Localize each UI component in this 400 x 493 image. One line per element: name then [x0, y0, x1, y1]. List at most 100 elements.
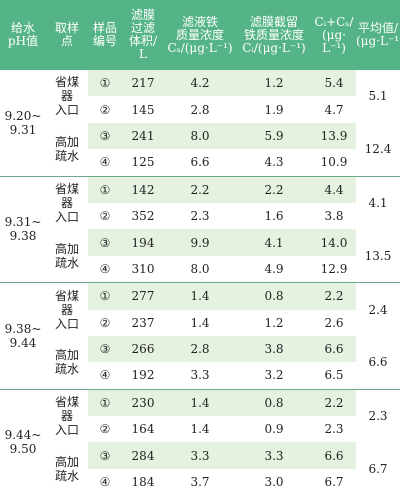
point-line: 入口	[54, 209, 79, 224]
ph-line: 9.20~	[4, 108, 42, 123]
header-line: 过滤	[130, 21, 155, 35]
value-cell: 3.0	[264, 475, 284, 490]
header-line: Cᵢ/(μg·L⁻¹)	[242, 40, 306, 55]
table-row: ② 237 1.4 1.2 2.6	[0, 310, 400, 336]
value-cell: 237	[131, 315, 155, 330]
header-line: 滤膜	[130, 8, 155, 22]
header-line: 样品	[92, 21, 117, 35]
value-cell: 6.6	[190, 155, 210, 170]
value-cell: ①	[88, 175, 122, 203]
header-cell: 滤膜截留 铁质量浓度 Cᵢ/(μg·L⁻¹)	[236, 0, 312, 70]
table-row: ② 145 2.8 1.9 4.7	[0, 96, 400, 122]
ph-line: 9.44~	[4, 428, 42, 443]
point-cell: 省煤器入口	[46, 282, 88, 336]
value-cell: 4.3	[264, 155, 284, 170]
header-line: 滤膜截留	[249, 14, 298, 29]
value-cell: 0.8	[236, 282, 312, 310]
point-line: 入口	[54, 103, 79, 118]
value-cell: ①	[88, 70, 122, 97]
value-cell: 3.8	[324, 209, 344, 224]
value-cell: 352	[131, 209, 155, 224]
value-cell: 2.6	[324, 315, 344, 330]
value-cell: 4.1	[236, 229, 312, 256]
point-line: 器	[60, 89, 73, 104]
value-cell: 194	[122, 229, 164, 256]
value-cell: ④	[99, 368, 111, 383]
table-row: ② 352 2.3 1.6 3.8	[0, 203, 400, 229]
point-line: 省煤	[54, 288, 79, 303]
ph-line: 9.38	[9, 229, 37, 244]
value-cell: 2.8	[190, 102, 210, 117]
value-cell: 4.4	[312, 175, 356, 203]
table-row: ④ 125 6.6 4.3 10.9	[0, 149, 400, 176]
header-line: 编号	[92, 34, 117, 48]
value-cell: 14.0	[312, 229, 356, 256]
value-cell: 230	[122, 388, 164, 417]
value-cell: ④	[99, 261, 111, 276]
header-cell: 样品 编号	[88, 0, 122, 70]
point-line: 省煤	[54, 395, 79, 410]
value-cell: 2.2	[312, 282, 356, 310]
point-line: 高加	[54, 135, 79, 150]
value-cell: 2.3	[324, 422, 344, 437]
value-cell: 1.2	[264, 315, 284, 330]
table-row: ④ 184 3.7 3.0 6.7	[0, 469, 400, 493]
value-cell: 4.7	[324, 102, 344, 117]
value-cell: ③	[88, 442, 122, 469]
value-cell: 5.9	[236, 122, 312, 150]
value-cell: 1.2	[236, 70, 312, 97]
table-row: ④ 310 8.0 4.9 12.9	[0, 256, 400, 283]
point-cell: 省煤器入口	[46, 70, 88, 123]
value-cell: 6.6	[312, 335, 356, 363]
table-body: 9.20~ 9.31 省煤器入口 ① 217 4.2 1.2 5.4 5.1 ② 145 2.8 1.9…	[0, 70, 400, 493]
value-cell: 3.8	[236, 335, 312, 363]
value-cell: ②	[99, 315, 111, 330]
value-cell: 13.9	[312, 122, 356, 150]
avg-cell: 4.1	[356, 175, 400, 230]
value-cell: 145	[131, 102, 155, 117]
point-cell: 高加 疏水	[46, 229, 88, 283]
header-cell: 滤液铁 质量浓度 Cₛ/(μg·L⁻¹)	[164, 0, 236, 70]
point-line: 疏水	[54, 255, 79, 270]
header-cell: 平均值/(μg·L⁻¹)	[356, 0, 400, 70]
ph-line: 9.50	[9, 442, 37, 457]
value-cell: 142	[122, 175, 164, 203]
value-cell: 2.8	[164, 335, 236, 363]
value-cell: 1.4	[190, 422, 210, 437]
value-cell: 2.2	[312, 388, 356, 417]
point-line: 省煤	[54, 181, 79, 196]
point-line: 入口	[54, 423, 79, 438]
avg-cell: 13.5	[356, 229, 400, 283]
value-cell: 241	[122, 122, 164, 150]
value-cell: ①	[88, 282, 122, 310]
value-cell: 217	[122, 70, 164, 97]
value-cell: 12.9	[320, 261, 348, 276]
value-cell: 6.7	[324, 475, 344, 490]
value-cell: 2.2	[164, 175, 236, 203]
ph-cell: 9.44~ 9.50	[0, 388, 46, 493]
value-cell: ①	[88, 388, 122, 417]
value-cell: 8.0	[164, 122, 236, 150]
ph-line: 9.31	[9, 122, 37, 137]
value-cell: ③	[88, 335, 122, 363]
header-line: Cᵢ+Cₛ/	[314, 14, 354, 29]
header-line: L⁻¹)	[322, 40, 346, 55]
header-row: 给水 pH值 取样点样品 编号 滤膜 过滤 体积/L 滤液铁 质量浓度 Cₛ/(μg·L⁻¹) 滤膜…	[0, 0, 400, 70]
point-line: 高加	[54, 241, 79, 256]
value-cell: 3.3	[190, 368, 210, 383]
value-cell: 1.9	[264, 102, 284, 117]
header-line: 铁质量浓度	[243, 27, 304, 42]
value-cell: ②	[99, 209, 111, 224]
point-cell: 高加 疏水	[46, 122, 88, 177]
header-cell: Cᵢ+Cₛ/(μg· L⁻¹)	[312, 0, 356, 70]
value-cell: ③	[88, 229, 122, 256]
table-row: 高加 疏水 ③ 284 3.3 3.3 6.6 6.7	[0, 442, 400, 493]
value-cell: 0.8	[236, 388, 312, 417]
value-cell: 8.0	[190, 261, 210, 276]
value-cell: 164	[131, 422, 155, 437]
point-line: 疏水	[54, 362, 79, 377]
value-cell: 6.5	[324, 368, 344, 383]
value-cell: 3.2	[264, 368, 284, 383]
value-cell: ③	[88, 122, 122, 150]
